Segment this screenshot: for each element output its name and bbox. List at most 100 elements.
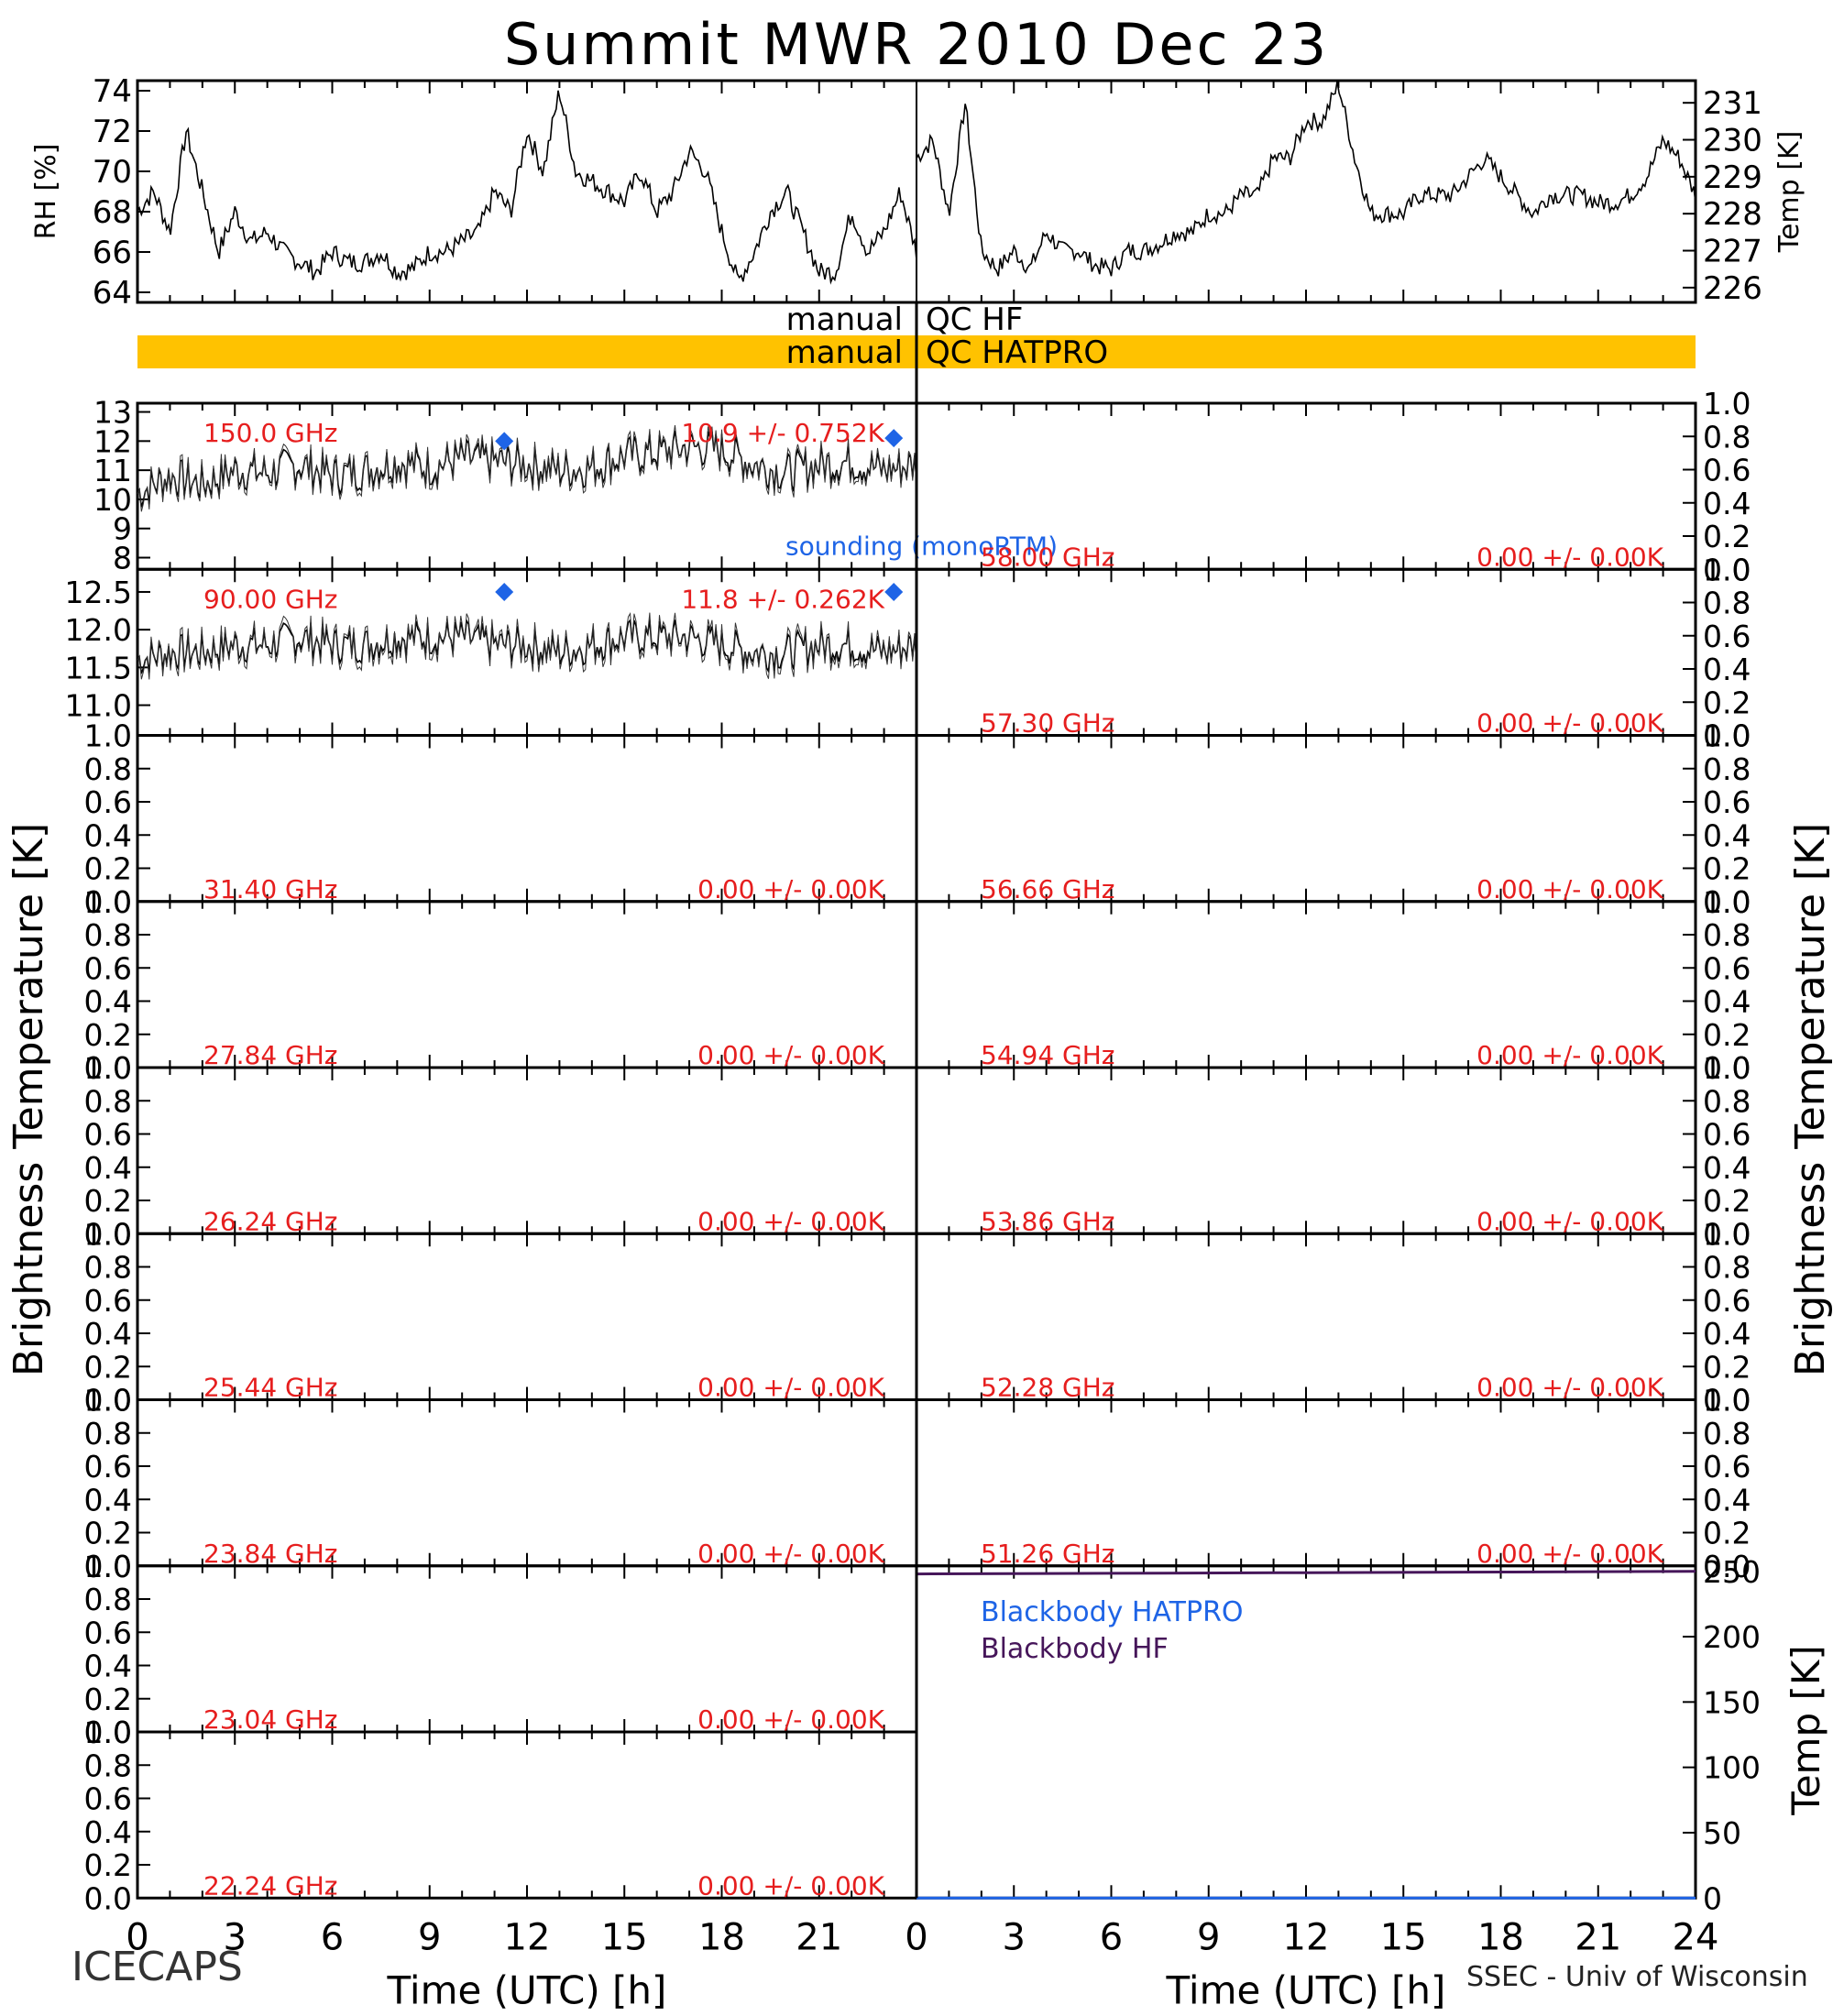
- yaxis-tb_3140-tick-label: 0.4: [84, 817, 132, 853]
- yaxis-tb_5228-tick-label: 0.6: [1703, 1283, 1751, 1319]
- left-axis-title: Brightness Temperature [K]: [5, 823, 52, 1376]
- stat-label-tb_2224: 0.00 +/- 0.00K: [697, 1870, 884, 1901]
- yaxis-tb_2304-tick-label: 0.6: [84, 1615, 132, 1650]
- yaxis-tb_2784-tick-label: 0.2: [84, 1017, 132, 1053]
- yaxis-tb_2784-tick-label: 1.0: [84, 884, 132, 920]
- yaxis-tb_5386-tick-label: 0.4: [1703, 1150, 1751, 1186]
- rh-axis-tick-label: 66: [93, 235, 132, 271]
- sounding-legend: sounding (monoRTM): [785, 531, 1058, 561]
- yaxis-tb_90-tick-label: 11.0: [65, 688, 132, 724]
- stat-label-tb_5666: 0.00 +/- 0.00K: [1476, 874, 1663, 904]
- yaxis-tb_5386-tick-label: 0.6: [1703, 1117, 1751, 1153]
- yaxis-tb_5800-tick-label: 1.0: [1703, 386, 1751, 422]
- yaxis-tb_5228-tick-label: 0.0: [1703, 1383, 1751, 1419]
- yaxis-tb_3140-tick-label: 0.0: [84, 884, 132, 920]
- freq-label-tb_2384: 23.84 GHz: [203, 1539, 338, 1569]
- xtick-label-left: 0: [126, 1916, 148, 1958]
- xaxis-title-right: Time (UTC) [h]: [1166, 1967, 1446, 2012]
- yaxis-tb_2384-tick-label: 0.2: [84, 1516, 132, 1551]
- yaxis-tb_2224-tick-label: 0.2: [84, 1847, 132, 1883]
- yaxis-tb_3140-tick-label: 0.6: [84, 784, 132, 820]
- yaxis-tb_150-tick-label: 8: [113, 541, 132, 576]
- stat-label-tb_5800: 0.00 +/- 0.00K: [1476, 542, 1663, 572]
- yaxis-tb_3140-tick-label: 0.8: [84, 751, 132, 787]
- yaxis-tb_5494-tick-label: 1.0: [1703, 884, 1751, 920]
- yaxis-tb_2624-tick-label: 0.6: [84, 1117, 132, 1153]
- yaxis-tb_2384-tick-label: 0.8: [84, 1416, 132, 1452]
- temp-axis-tick-label: 229: [1703, 159, 1762, 196]
- yaxis-tb_5494-tick-label: 0.0: [1703, 1050, 1751, 1086]
- yaxis-tb_3140-tick-label: 0.2: [84, 851, 132, 887]
- rh-axis-tick-label: 70: [93, 154, 132, 191]
- yaxis-tb_5386-tick-label: 1.0: [1703, 1050, 1751, 1086]
- yaxis-tb_5494-tick-label: 0.4: [1703, 984, 1751, 1020]
- freq-label-tb_2304: 23.04 GHz: [203, 1704, 338, 1735]
- xtick-label-left: 12: [504, 1916, 551, 1958]
- yaxis-tb_5730-tick-label: 0.0: [1703, 718, 1751, 754]
- series-tb_90-b: [137, 611, 917, 680]
- yaxis-tb_5126-tick-label: 1.0: [1703, 1383, 1751, 1419]
- stat-label-tb_2384: 0.00 +/- 0.00K: [697, 1539, 884, 1569]
- freq-label-tb_5126: 51.26 GHz: [981, 1539, 1115, 1569]
- stat-label-tb_5494: 0.00 +/- 0.00K: [1476, 1040, 1663, 1070]
- yaxis-tb_2304-tick-label: 0.2: [84, 1682, 132, 1717]
- yaxis-tb_5730-tick-label: 0.4: [1703, 652, 1751, 687]
- yaxis-tb_150-tick-label: 12: [93, 423, 132, 459]
- yaxis-tb_5228-tick-label: 0.4: [1703, 1316, 1751, 1352]
- freq-label-tb_2624: 26.24 GHz: [203, 1206, 338, 1236]
- yaxis-tb_2624-tick-label: 0.0: [84, 1216, 132, 1252]
- yaxis-tb_5730-tick-label: 0.6: [1703, 619, 1751, 654]
- yaxis-tb_2784-tick-label: 0.8: [84, 917, 132, 953]
- xtick-label-right: 6: [1100, 1916, 1123, 1958]
- yaxis-tb_5494-tick-label: 0.6: [1703, 950, 1751, 986]
- yaxis-blackbody-tick-label: 0: [1703, 1880, 1722, 1916]
- qc-hatpro-label: QC HATPRO: [926, 334, 1108, 371]
- yaxis-tb_5386-tick-label: 0.0: [1703, 1216, 1751, 1252]
- yaxis-tb_2784-tick-label: 0.0: [84, 1050, 132, 1086]
- yaxis-tb_2224-tick-label: 1.0: [84, 1715, 132, 1750]
- sounding-marker: [884, 429, 904, 448]
- xtick-label-right: 21: [1575, 1916, 1621, 1958]
- yaxis-tb_5800-tick-label: 0.6: [1703, 453, 1751, 488]
- yaxis-tb_2544-tick-label: 0.2: [84, 1349, 132, 1385]
- stat-label-tb_2544: 0.00 +/- 0.00K: [697, 1373, 884, 1403]
- yaxis-tb_2304-tick-label: 1.0: [84, 1549, 132, 1584]
- yaxis-tb_5730-tick-label: 1.0: [1703, 552, 1751, 587]
- yaxis-tb_5666-tick-label: 0.4: [1703, 817, 1751, 853]
- stat-label-tb_2624: 0.00 +/- 0.00K: [697, 1206, 884, 1236]
- freq-label-tb_90: 90.00 GHz: [203, 584, 338, 614]
- yaxis-tb_2544-tick-label: 0.8: [84, 1250, 132, 1286]
- xtick-label-left: 6: [321, 1916, 344, 1958]
- freq-label-tb_5228: 52.28 GHz: [981, 1373, 1115, 1403]
- yaxis-tb_2384-tick-label: 0.0: [84, 1549, 132, 1584]
- freq-label-tb_5386: 53.86 GHz: [981, 1206, 1115, 1236]
- yaxis-tb_2224-tick-label: 0.4: [84, 1814, 132, 1850]
- footer-left: ICECAPS: [71, 1944, 243, 1990]
- yaxis-blackbody-tick-label: 50: [1703, 1815, 1741, 1851]
- xtick-label-left: 18: [698, 1916, 745, 1958]
- qc-hf-prefix: manual: [786, 301, 903, 338]
- yaxis-tb_2384-tick-label: 1.0: [84, 1383, 132, 1419]
- sounding-marker: [495, 432, 514, 451]
- yaxis-tb_5126-tick-label: 0.4: [1703, 1482, 1751, 1517]
- xtick-label-right: 15: [1380, 1916, 1427, 1958]
- yaxis-tb_90-tick-label: 12.5: [65, 575, 132, 610]
- xtick-label-right: 0: [905, 1916, 927, 1958]
- yaxis-blackbody-tick-label: 250: [1703, 1554, 1761, 1590]
- stat-label-tb_5386: 0.00 +/- 0.00K: [1476, 1206, 1663, 1236]
- yaxis-tb_2544-tick-label: 0.6: [84, 1283, 132, 1319]
- blackbody-axis-title: Temp [K]: [1784, 1645, 1828, 1816]
- yaxis-tb_5730-tick-label: 0.8: [1703, 586, 1751, 621]
- yaxis-tb_5800-tick-label: 0.0: [1703, 552, 1751, 587]
- temp-axis-tick-label: 226: [1703, 270, 1762, 307]
- freq-label-tb_150: 150.0 GHz: [203, 418, 338, 448]
- rh-axis-tick-label: 68: [93, 194, 132, 231]
- yaxis-tb_5126-tick-label: 0.2: [1703, 1516, 1751, 1551]
- freq-label-tb_3140: 31.40 GHz: [203, 874, 338, 904]
- yaxis-tb_5126-tick-label: 0.0: [1703, 1549, 1751, 1584]
- xtick-label-right: 24: [1673, 1916, 1719, 1958]
- yaxis-tb_5494-tick-label: 0.2: [1703, 1017, 1751, 1053]
- xtick-label-right: 3: [1003, 1916, 1026, 1958]
- yaxis-tb_150-tick-label: 9: [113, 511, 132, 547]
